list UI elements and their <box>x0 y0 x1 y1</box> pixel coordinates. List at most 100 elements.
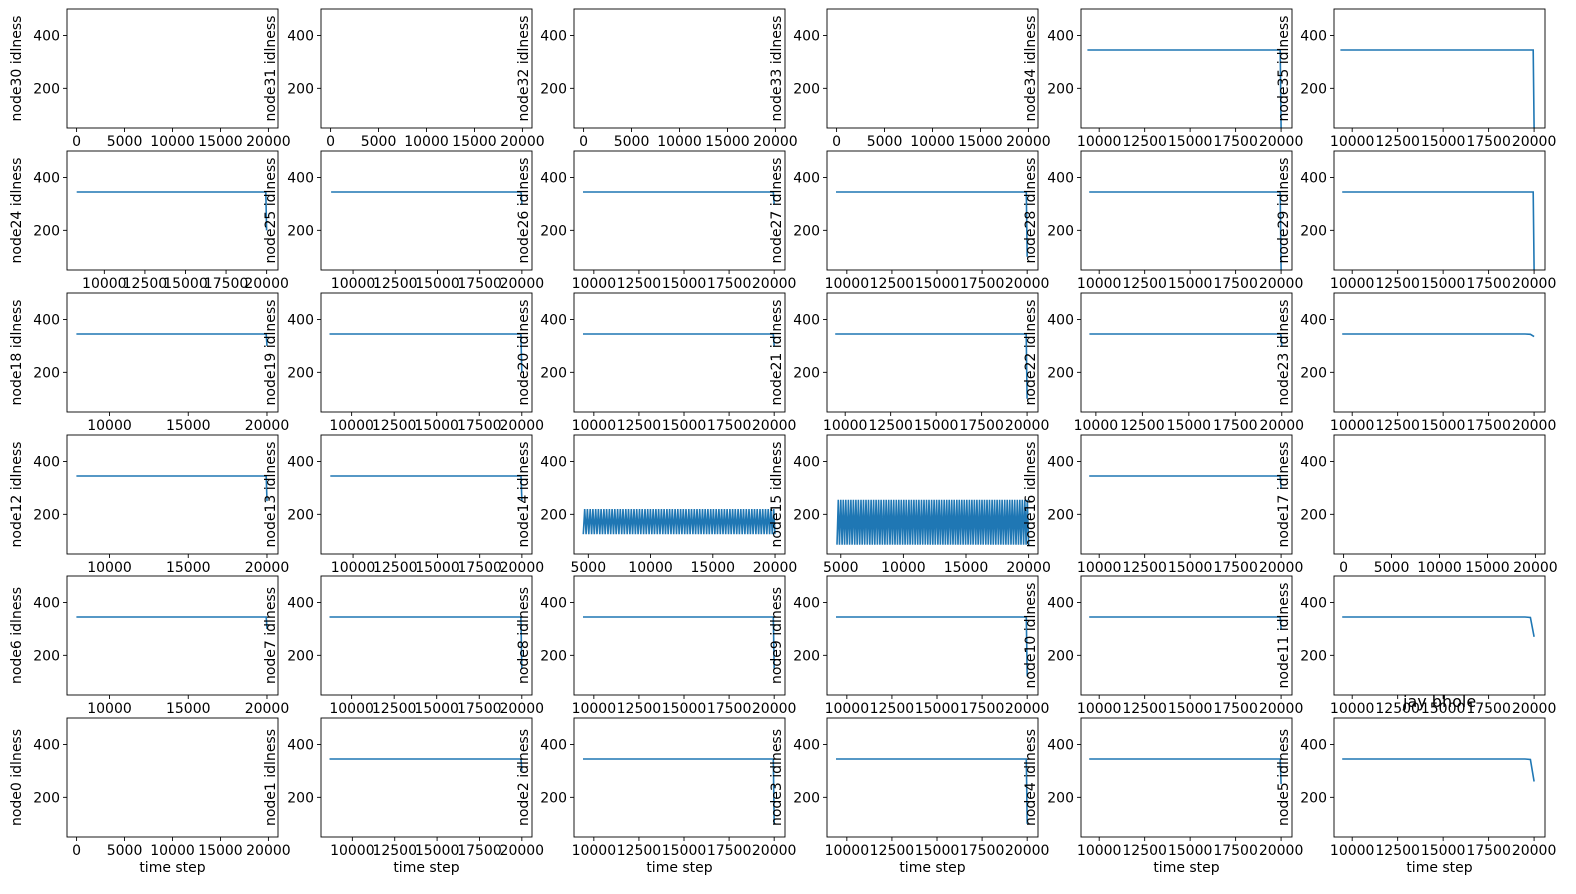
x-tick-label: 15000 <box>705 134 750 150</box>
y-axis-label: node22 idlness <box>1023 300 1039 406</box>
x-tick-label: 20000 <box>752 843 797 859</box>
x-tick-label: 10000 <box>1077 701 1122 717</box>
series-line <box>582 508 776 535</box>
x-tick-label: 15000 <box>452 134 497 150</box>
y-tick-label: 200 <box>33 365 60 381</box>
y-axis-label: node4 idlness <box>1023 729 1039 826</box>
y-tick-label: 200 <box>1300 365 1327 381</box>
x-tick-label: 12500 <box>617 843 662 859</box>
x-tick-label: 20000 <box>1513 560 1558 576</box>
y-tick-label: 400 <box>793 28 820 44</box>
x-tick-label: 15000 <box>414 418 459 434</box>
x-tick-label: 10000 <box>572 276 617 292</box>
y-tick-label: 200 <box>793 81 820 97</box>
y-axis-label: node7 idlness <box>263 587 279 684</box>
x-tick-label: 10000 <box>825 843 870 859</box>
y-tick-label: 200 <box>287 81 314 97</box>
x-tick-label: 15000 <box>1168 701 1213 717</box>
y-tick-label: 400 <box>1047 737 1074 753</box>
x-tick-label: 15000 <box>1421 276 1466 292</box>
x-tick-label: 12500 <box>373 276 418 292</box>
y-tick-label: 200 <box>793 648 820 664</box>
y-tick-label: 200 <box>287 790 314 806</box>
x-tick-label: 12500 <box>1122 560 1167 576</box>
x-tick-label: 20000 <box>500 560 545 576</box>
x-tick-label: 17500 <box>1466 701 1511 717</box>
y-tick-label: 200 <box>540 648 567 664</box>
x-tick-label: 17500 <box>204 276 249 292</box>
x-tick-label: 10000 <box>1417 560 1462 576</box>
y-tick-label: 400 <box>1047 595 1074 611</box>
y-axis-label: node21 idlness <box>769 300 785 406</box>
series-line <box>1342 758 1535 782</box>
x-tick-label: 15000 <box>415 560 460 576</box>
x-tick-label: 20000 <box>1259 701 1304 717</box>
x-tick-label: 12500 <box>870 843 915 859</box>
x-tick-label: 15000 <box>691 560 736 576</box>
x-tick-label: 12500 <box>1122 134 1167 150</box>
x-tick-label: 10000 <box>87 701 132 717</box>
y-tick-label: 200 <box>33 648 60 664</box>
y-tick-label: 400 <box>1300 312 1327 328</box>
axes-frame <box>66 434 279 555</box>
axes-frame <box>66 150 279 271</box>
series-line <box>836 191 1028 257</box>
y-axis-label: node2 idlness <box>516 729 532 826</box>
x-tick-label: 10000 <box>1077 134 1122 150</box>
y-axis-label: node35 idlness <box>1276 16 1292 122</box>
y-axis-label: node5 idlness <box>1276 729 1292 826</box>
x-tick-label: 10000 <box>404 134 449 150</box>
x-tick-label: 15000 <box>1465 560 1510 576</box>
x-tick-label: 17500 <box>960 276 1005 292</box>
y-tick-label: 400 <box>287 170 314 186</box>
x-tick-label: 20000 <box>244 276 289 292</box>
x-tick-label: 15000 <box>166 560 211 576</box>
y-tick-label: 400 <box>793 454 820 470</box>
figure-annotation: jay bhole <box>1403 692 1477 711</box>
series-line <box>1089 475 1282 488</box>
y-axis-label: node19 idlness <box>263 300 279 406</box>
series-line <box>1089 758 1282 785</box>
y-axis-label: node25 idlness <box>263 158 279 264</box>
y-axis-label: node8 idlness <box>516 587 532 684</box>
x-tick-label: 15000 <box>915 276 960 292</box>
series-line <box>331 191 523 204</box>
x-axis-label: time step <box>393 860 459 876</box>
x-tick-label: 15000 <box>1421 134 1466 150</box>
y-axis-label: node13 idlness <box>263 442 279 548</box>
x-tick-label: 20000 <box>1512 276 1557 292</box>
x-tick-label: 15000 <box>414 701 459 717</box>
y-tick-label: 400 <box>540 28 567 44</box>
axes-frame <box>1080 434 1293 555</box>
y-tick-label: 400 <box>1300 170 1327 186</box>
y-tick-label: 200 <box>793 223 820 239</box>
x-tick-label: 17500 <box>1466 276 1511 292</box>
x-tick-label: 10000 <box>1330 276 1375 292</box>
y-tick-label: 200 <box>793 507 820 523</box>
x-tick-label: 5000 <box>107 134 143 150</box>
x-tick-label: 15000 <box>166 418 211 434</box>
y-tick-label: 200 <box>287 648 314 664</box>
x-tick-label: 5000 <box>614 134 650 150</box>
series-line <box>76 333 268 346</box>
y-axis-label: node11 idlness <box>1276 583 1292 689</box>
x-tick-label: 20000 <box>1005 843 1050 859</box>
y-tick-label: 200 <box>540 223 567 239</box>
x-tick-label: 17500 <box>960 843 1005 859</box>
y-axis-label: node16 idlness <box>1023 442 1039 548</box>
x-tick-label: 10000 <box>150 134 195 150</box>
x-tick-label: 15000 <box>198 134 243 150</box>
axes-frame <box>320 717 533 838</box>
x-tick-label: 12500 <box>1375 134 1420 150</box>
x-tick-label: 17500 <box>457 276 502 292</box>
y-tick-label: 400 <box>1047 454 1074 470</box>
x-tick-label: 17500 <box>960 701 1005 717</box>
x-tick-label: 20000 <box>1512 134 1557 150</box>
x-tick-label: 12500 <box>373 560 418 576</box>
axes-frame <box>320 575 533 696</box>
x-tick-label: 20000 <box>500 418 545 434</box>
y-tick-label: 200 <box>1047 507 1074 523</box>
axes-frame <box>1333 575 1546 696</box>
x-tick-label: 15000 <box>1168 276 1213 292</box>
series-line <box>1089 333 1283 346</box>
